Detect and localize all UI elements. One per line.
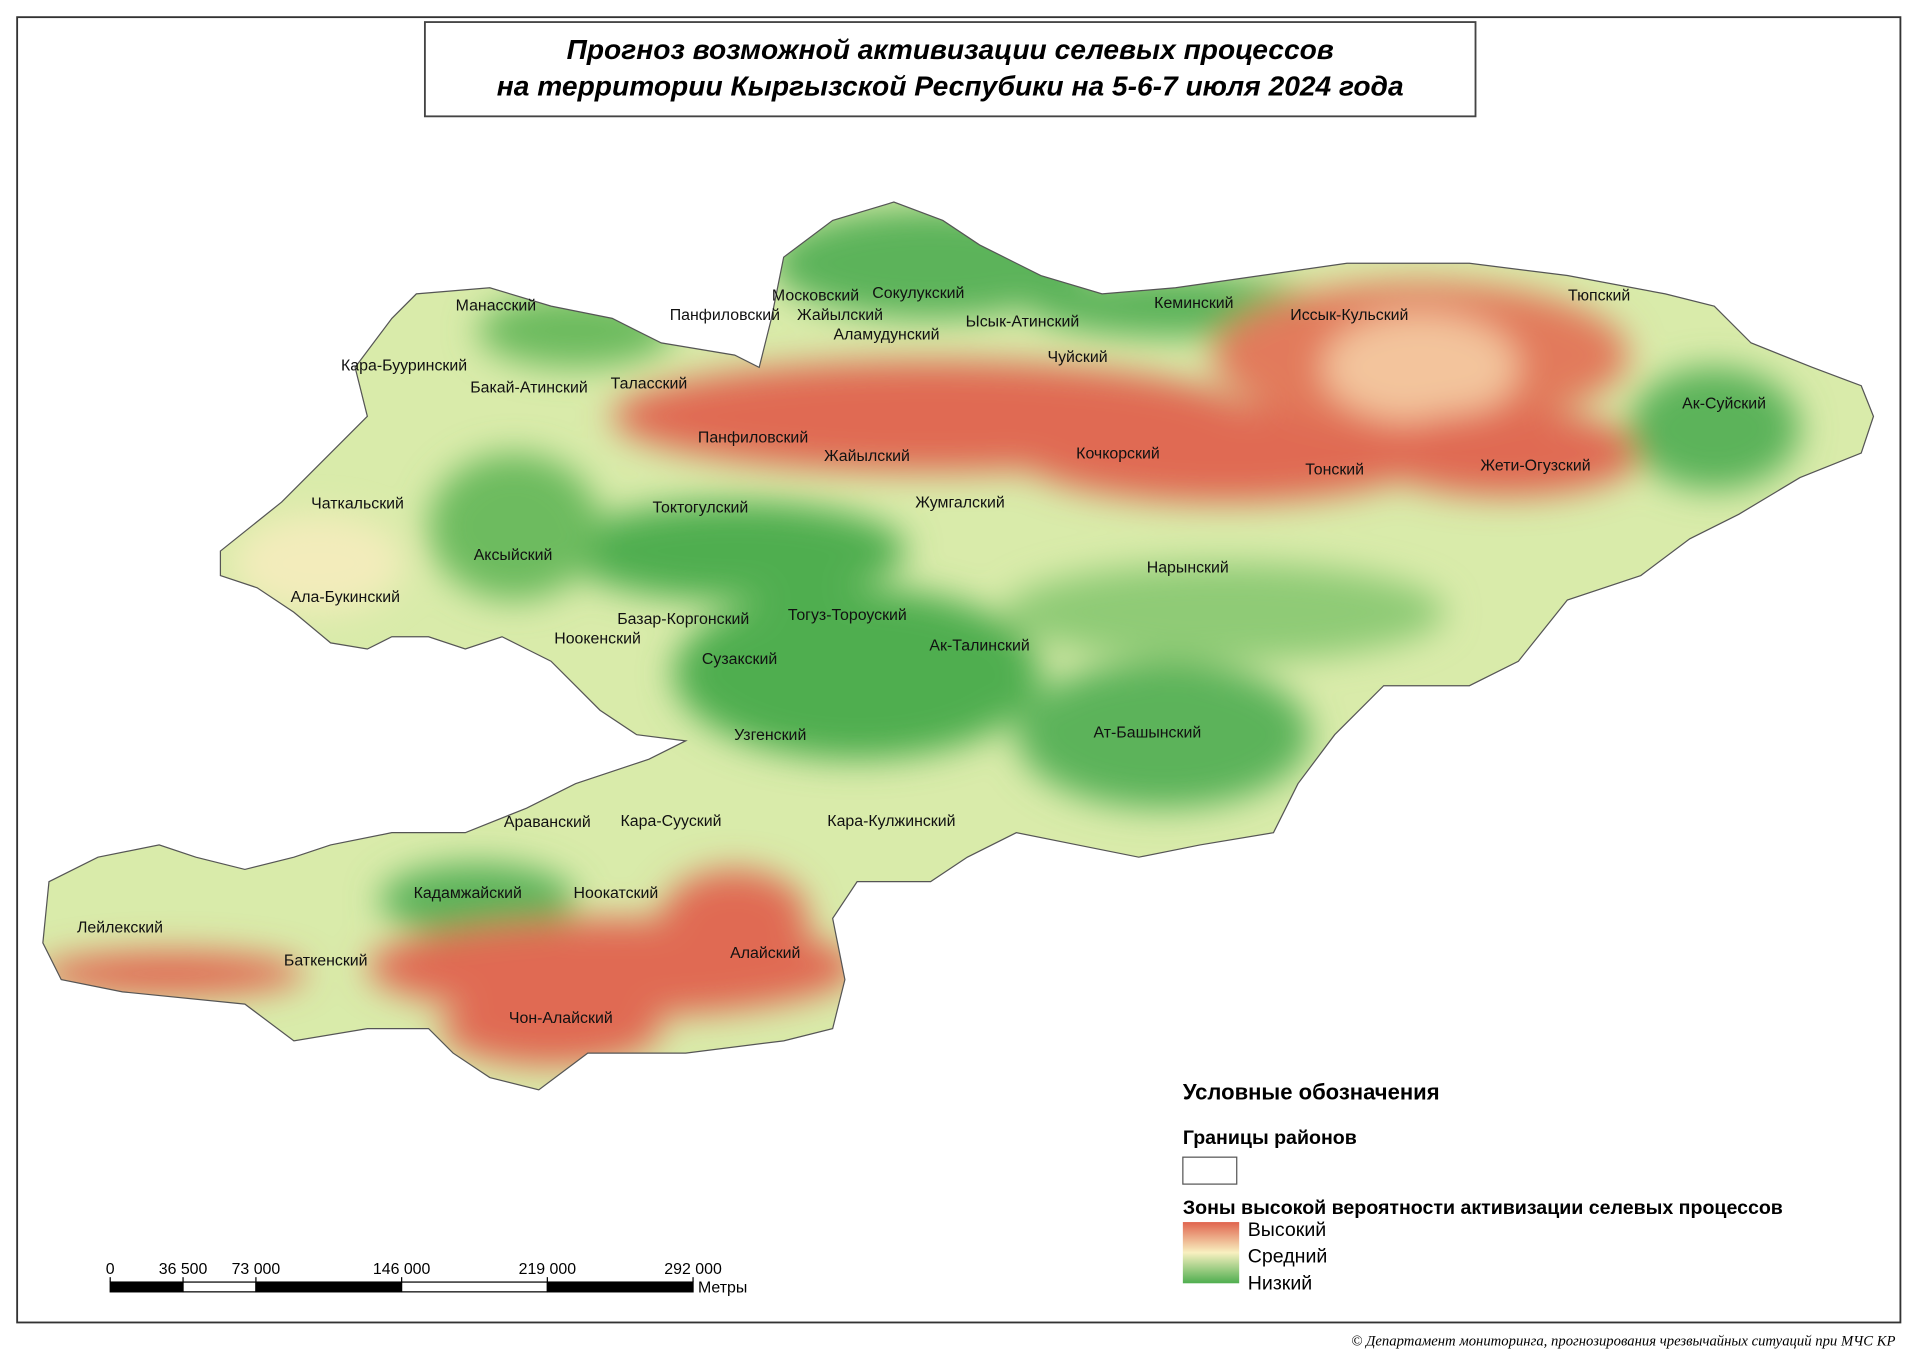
boundary-swatch xyxy=(1182,1156,1238,1185)
legend-panel xyxy=(1181,1071,1900,1322)
district-label: Аламудунский xyxy=(834,327,940,344)
scale-segment xyxy=(401,1281,548,1293)
scale-label: 36 500 xyxy=(159,1261,208,1278)
legend-label: Средний xyxy=(1248,1246,1328,1268)
district-label: Баткенский xyxy=(284,952,368,969)
district-label: Иссык-Кульский xyxy=(1290,307,1408,324)
district-label: Тонский xyxy=(1305,461,1364,478)
district-label: Бакай-Атинский xyxy=(470,379,588,396)
district-label: Ысык-Атинский xyxy=(966,313,1080,330)
district-label: Кара-Бууринский xyxy=(341,357,467,374)
scale-unit: Метры xyxy=(698,1279,747,1296)
scale-segment xyxy=(182,1281,257,1293)
district-label: Жети-Огузский xyxy=(1480,458,1590,475)
district-label: Жайылский xyxy=(824,448,910,465)
district-label: Таласский xyxy=(611,376,688,393)
district-label: Араванский xyxy=(504,814,591,831)
district-label: Чаткальский xyxy=(311,496,404,513)
district-label: Кадамжайский xyxy=(414,885,522,902)
district-label: Панфиловский xyxy=(670,307,780,324)
district-label: Сузакский xyxy=(702,651,777,668)
district-label: Панфиловский xyxy=(698,430,808,447)
district-label: Лейлекский xyxy=(77,919,163,936)
legend-heading: Зоны высокой вероятности активизации сел… xyxy=(1183,1197,1783,1219)
legend-heading: Границы районов xyxy=(1183,1127,1357,1149)
title: на территории Кыргызской Респубики на 5-… xyxy=(497,71,1404,102)
district-label: Алайский xyxy=(730,945,800,962)
district-label: Чуйский xyxy=(1047,349,1107,366)
district-label: Тюпский xyxy=(1568,288,1630,305)
district-label: Токтогулский xyxy=(653,499,749,516)
district-label: Ноокатский xyxy=(574,885,659,902)
district-label: Ак-Суйский xyxy=(1682,395,1766,412)
district-label: Жайылский xyxy=(797,307,883,324)
district-label: Московский xyxy=(772,288,859,305)
district-label: Сокулукский xyxy=(872,285,964,302)
scale-label: 219 000 xyxy=(519,1261,577,1278)
district-label: Базар-Коргонский xyxy=(617,611,749,628)
scale-segment xyxy=(546,1281,694,1293)
district-label: Чон-Алайский xyxy=(509,1010,613,1027)
district-label: Узгенский xyxy=(734,727,806,744)
gradient-swatch xyxy=(1182,1222,1240,1284)
district-label: Манасский xyxy=(456,297,537,314)
scale-segment xyxy=(255,1281,403,1293)
district-label: Кеминский xyxy=(1154,295,1233,312)
title: Прогноз возможной активизации селевых пр… xyxy=(567,34,1334,65)
district-label: Жумгалский xyxy=(915,494,1004,511)
district-label: Нарынский xyxy=(1147,559,1229,576)
title-box xyxy=(423,21,1477,118)
scale-label: 292 000 xyxy=(664,1261,722,1278)
district-label: Кара-Сууский xyxy=(621,813,722,830)
district-label: Кочкорский xyxy=(1076,446,1160,463)
district-label: Аксыйский xyxy=(474,547,553,564)
scale-label: 73 000 xyxy=(232,1261,281,1278)
district-label: Ат-Башынский xyxy=(1093,725,1201,742)
district-label: Ак-Талинский xyxy=(929,638,1029,655)
scale-segment xyxy=(109,1281,184,1293)
copyright: © Департамент мониторинга, прогнозирован… xyxy=(1351,1333,1895,1349)
district-label: Тогуз-Тороуский xyxy=(788,607,907,624)
district-label: Кара-Кулжинский xyxy=(827,813,955,830)
legend-title: Условные обозначения xyxy=(1183,1079,1440,1104)
scale-label: 146 000 xyxy=(373,1261,431,1278)
scale-label: 0 xyxy=(106,1261,115,1278)
legend-label: Высокий xyxy=(1248,1219,1326,1241)
district-label: Ала-Букинский xyxy=(291,589,400,606)
district-label: Ноокенский xyxy=(554,630,641,647)
legend-label: Низкий xyxy=(1248,1273,1313,1295)
